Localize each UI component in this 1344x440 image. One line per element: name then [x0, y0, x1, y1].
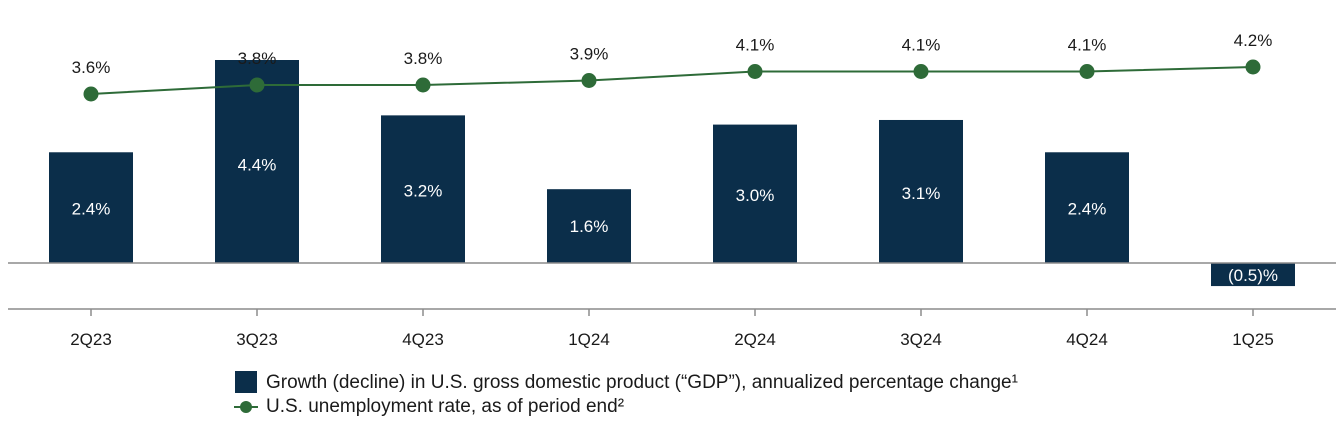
axis-layer: 2Q23 3Q23 4Q23 1Q24 2Q24 3Q24 4Q24 1Q25 [8, 262, 1336, 349]
legend: Growth (decline) in U.S. gross domestic … [234, 371, 1018, 417]
legend-line-label: U.S. unemployment rate, as of period end… [266, 396, 624, 417]
line-point-4Q24 [1079, 64, 1095, 79]
line-point-3Q23 [249, 77, 265, 93]
bar-4Q23 [381, 115, 465, 263]
line-point-1Q24 [581, 73, 597, 88]
bar-label-3Q23: 4.4% [238, 155, 277, 174]
bar-label-2Q24: 3.0% [736, 186, 775, 205]
x-tick-label-2Q24: 2Q24 [734, 330, 776, 349]
x-tick-label-4Q24: 4Q24 [1066, 330, 1108, 349]
line-label-4Q23: 3.8% [404, 49, 443, 68]
bar-4Q24 [1045, 152, 1129, 263]
bar-label-4Q23: 3.2% [404, 182, 443, 201]
bar-3Q24 [879, 119, 963, 264]
bar-1Q24 [547, 189, 631, 263]
legend-bar-swatch [235, 371, 257, 393]
bar-label-3Q24: 3.1% [902, 184, 941, 203]
bar-label-4Q24: 2.4% [1068, 199, 1107, 218]
x-tick-label-1Q24: 1Q24 [568, 330, 610, 349]
bar-label-2Q23: 2.4% [72, 199, 111, 218]
bar-label-1Q25: (0.5)% [1228, 266, 1278, 285]
x-tick-label-1Q25: 1Q25 [1232, 330, 1274, 349]
line-label-4Q24: 4.1% [1068, 36, 1107, 55]
bar-1Q25 [1211, 263, 1295, 287]
line-label-2Q23: 3.6% [72, 58, 111, 77]
x-tick-label-3Q24: 3Q24 [900, 330, 942, 349]
line-label-1Q24: 3.9% [570, 45, 609, 64]
legend-line-marker [240, 401, 252, 413]
x-tick-label-4Q23: 4Q23 [402, 330, 444, 349]
bar-label-1Q24: 1.6% [570, 217, 609, 236]
line-point-4Q23 [415, 77, 431, 93]
bar-2Q23 [49, 152, 133, 263]
line-point-1Q25 [1245, 59, 1261, 75]
line-label-3Q23: 3.8% [238, 49, 277, 68]
x-tick-label-3Q23: 3Q23 [236, 330, 278, 349]
legend-bar-label: Growth (decline) in U.S. gross domestic … [266, 372, 1018, 393]
line-label-2Q24: 4.1% [736, 36, 775, 55]
line-label-3Q24: 4.1% [902, 36, 941, 55]
x-tick-label-2Q23: 2Q23 [70, 330, 112, 349]
unemployment-line [90, 66, 1254, 95]
line-label-1Q25: 4.2% [1234, 31, 1273, 50]
bar-3Q23 [215, 60, 299, 263]
line-point-3Q24 [913, 64, 929, 79]
line-layer: 3.6% 3.8% 3.8% 3.9% 4.1% 4.1% 4.1% 4.2% [72, 31, 1273, 102]
line-point-2Q23 [83, 86, 99, 102]
bars-layer: 2.4% 4.4% 3.2% 1.6% 3.0% 3.1% 2.4% (0.5)% [49, 60, 1295, 287]
bar-2Q24 [713, 124, 797, 263]
line-point-2Q24 [747, 64, 763, 79]
